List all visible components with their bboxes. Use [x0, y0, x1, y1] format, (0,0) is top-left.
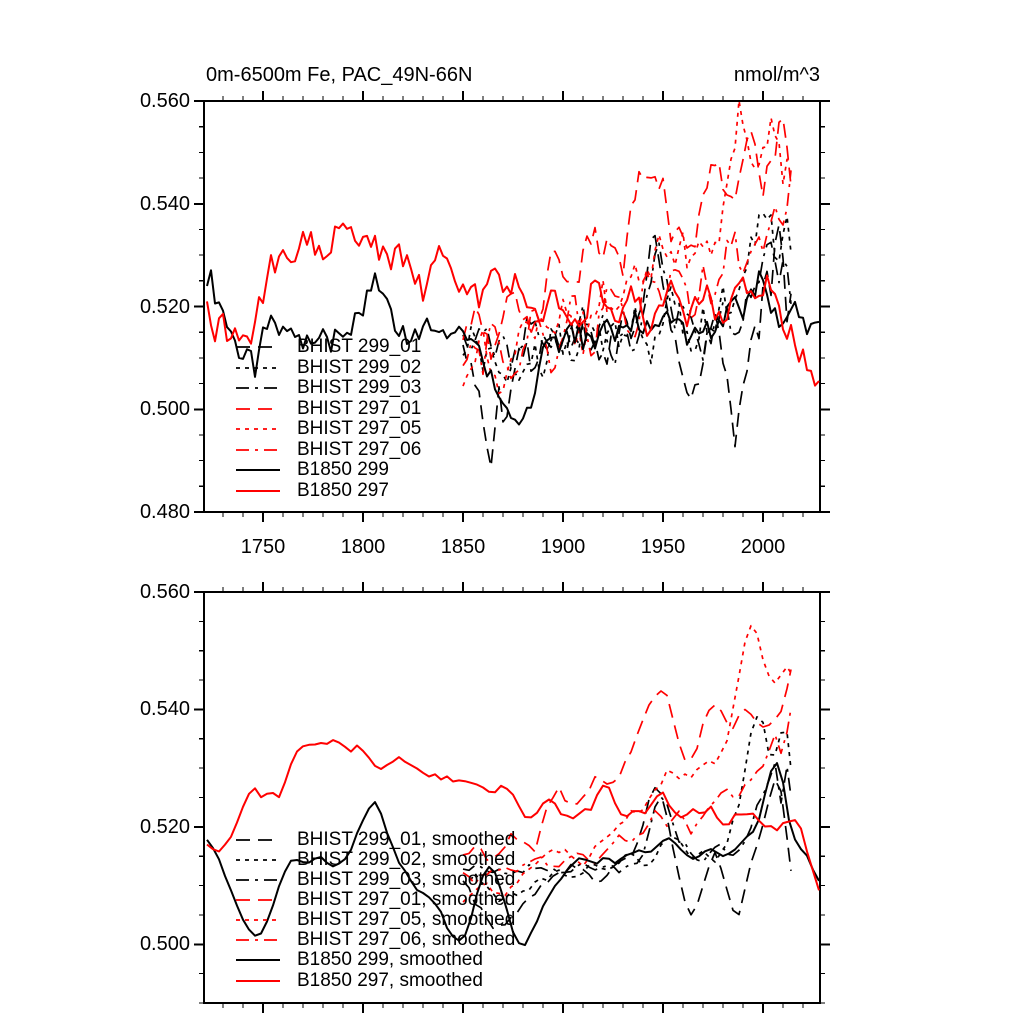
x-tick-label: 1950 — [640, 536, 686, 558]
legend-entry: B1850 297 — [235, 479, 389, 501]
legend-entry-label: BHIST 297_01 — [297, 397, 422, 419]
legend-entry: BHIST 297_06 — [235, 438, 422, 460]
series-line-bhist-299_01 — [462, 223, 792, 468]
series-line-bhist-299_01-smoothed — [462, 778, 792, 930]
series-line-b1850-299 — [206, 269, 820, 426]
legend-entry-label: BHIST 299_01, smoothed — [297, 828, 516, 850]
legend-swatch-line — [236, 919, 280, 922]
legend-entry: B1850 299 — [235, 460, 389, 480]
series-line-bhist-297_06 — [462, 170, 792, 380]
legend-entry-label: BHIST 299_03, smoothed — [297, 869, 516, 890]
series-line-b1850-299-smoothed — [206, 762, 820, 947]
legend-entry: BHIST 299_03, smoothed — [235, 870, 515, 890]
legend-swatch-line — [236, 448, 280, 451]
legend-entry: B1850 299, smoothed — [235, 950, 483, 970]
x-tick-label: 1850 — [440, 536, 486, 558]
legend-entry: BHIST 299_03 — [235, 378, 421, 398]
series-line-bhist-297_06-smoothed — [462, 708, 792, 886]
series-line-b1850-297 — [206, 222, 820, 387]
y-tick-label: 0.480 — [139, 501, 190, 523]
legend-swatch-line — [236, 939, 280, 942]
y-tick-label: 0.560 — [139, 90, 190, 112]
y-tick-label: 0.500 — [139, 933, 190, 955]
legend-entry: BHIST 299_01 — [235, 337, 421, 357]
legend-entry-label: BHIST 297_01, smoothed — [297, 889, 516, 911]
legend-entry-label: BHIST 297_05 — [297, 418, 422, 440]
legend-swatch-line — [236, 407, 280, 410]
legend-entry: BHIST 299_01, smoothed — [235, 828, 516, 850]
legend-entry-label: BHIST 299_02, smoothed — [297, 848, 516, 870]
legend-entry: B1850 297, smoothed — [235, 969, 483, 991]
series-line-bhist-297_01 — [462, 117, 792, 361]
legend-entry-label: B1850 297 — [297, 479, 389, 501]
legend-entry: BHIST 297_06, smoothed — [235, 930, 515, 950]
legend-swatch-line — [236, 979, 280, 982]
legend-entry: BHIST 297_05 — [235, 419, 421, 439]
legend-swatch-line — [236, 899, 280, 901]
x-tick-label: 1750 — [240, 536, 286, 558]
legend-entry-label: B1850 299 — [297, 459, 389, 481]
series-line-bhist-299_03 — [462, 241, 792, 369]
legend-entry-label: BHIST 299_02 — [297, 356, 422, 378]
y-tick-label: 0.560 — [139, 581, 190, 603]
legend-entry: BHIST 299_02 — [235, 356, 422, 378]
series-line-bhist-297_05 — [462, 101, 792, 395]
legend-swatch-line — [236, 469, 280, 472]
legend-swatch-line — [236, 489, 280, 492]
legend-swatch-line — [236, 387, 280, 389]
legend-swatch-line — [236, 879, 280, 881]
y-tick-label: 0.540 — [139, 193, 190, 215]
legend-swatch-line — [236, 428, 280, 431]
legend-swatch-line — [236, 959, 280, 962]
legend-entry-label: BHIST 299_03 — [297, 377, 422, 399]
legend-entry: BHIST 297_05, smoothed — [235, 910, 515, 930]
legend-entry-label: BHIST 297_05, smoothed — [297, 909, 516, 931]
legend-entry-label: BHIST 297_06, smoothed — [297, 929, 516, 951]
x-tick-label: 2000 — [740, 536, 786, 558]
axis-ticks-panel-0 — [194, 91, 830, 522]
legend-entry-label: BHIST 297_06 — [297, 438, 422, 460]
legend-entry-label: B1850 299, smoothed — [297, 949, 483, 971]
series-line-bhist-297_01-smoothed — [462, 669, 792, 861]
y-tick-label: 0.540 — [139, 698, 190, 720]
plot-frame-panel-0 — [203, 100, 821, 513]
plot-title: 0m-6500m Fe, PAC_49N-66N — [206, 64, 473, 86]
x-tick-label: 1800 — [340, 536, 386, 558]
series-line-bhist-299_02-smoothed — [462, 716, 792, 903]
series-line-b1850-297-smoothed — [206, 739, 820, 891]
legend-entry: BHIST 297_01 — [235, 397, 422, 419]
legend-swatch-line — [236, 366, 280, 369]
legend-entry: BHIST 299_02, smoothed — [235, 848, 516, 870]
plot-frame-panel-1 — [203, 591, 821, 1004]
legend-entry-label: B1850 297, smoothed — [297, 969, 483, 991]
legend-entry-label: BHIST 299_01 — [297, 336, 422, 357]
legend-swatch-line — [236, 859, 280, 861]
y-tick-label: 0.520 — [139, 296, 190, 318]
y-tick-label: 0.520 — [139, 816, 190, 838]
legend-entry: BHIST 297_01, smoothed — [235, 890, 515, 910]
legend-swatch-line — [236, 838, 280, 841]
legend-swatch-line — [236, 346, 280, 348]
y-tick-label: 0.500 — [139, 398, 190, 420]
unit-label: nmol/m^3 — [733, 64, 820, 86]
x-tick-label: 1900 — [540, 536, 586, 558]
